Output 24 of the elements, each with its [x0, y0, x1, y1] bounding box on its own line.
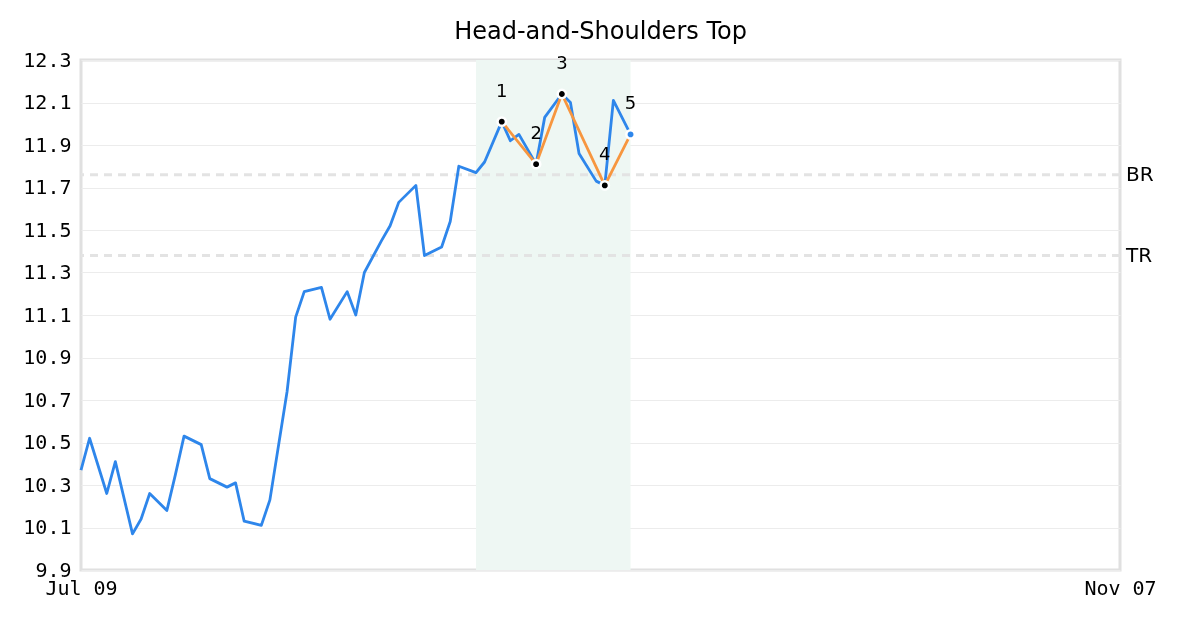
- y-tick-label: 12.1: [23, 90, 72, 114]
- y-tick-label: 10.7: [23, 387, 72, 412]
- annotation: 3: [556, 52, 568, 73]
- y-tick-label: 10.1: [23, 515, 72, 539]
- y-tick-label: 11.9: [23, 132, 72, 157]
- annotation: 1: [496, 79, 508, 101]
- point: [496, 116, 508, 128]
- point: [530, 158, 542, 170]
- chart-title: Head-and-Shoulders Top: [454, 17, 747, 45]
- x-tick-label: Nov 07: [1084, 575, 1157, 600]
- y-tick-label: 10.5: [23, 430, 72, 454]
- ref-line-label: TR: [1125, 242, 1153, 267]
- point: [599, 179, 611, 191]
- point: [556, 88, 568, 100]
- y-tick-label: 12.3: [23, 47, 72, 72]
- y-tick-label: 11.7: [23, 175, 72, 199]
- y-tick-label: 11.5: [23, 217, 72, 242]
- y-tick-label: 11.1: [23, 302, 72, 327]
- y-tick-label: 11.3: [23, 260, 72, 284]
- annotation: 2: [530, 122, 542, 144]
- y-tick-label: 10.3: [23, 472, 72, 497]
- ref-line-label: BR: [1126, 161, 1154, 186]
- y-tick-label: 10.9: [23, 345, 72, 369]
- annotation: 5: [624, 92, 637, 114]
